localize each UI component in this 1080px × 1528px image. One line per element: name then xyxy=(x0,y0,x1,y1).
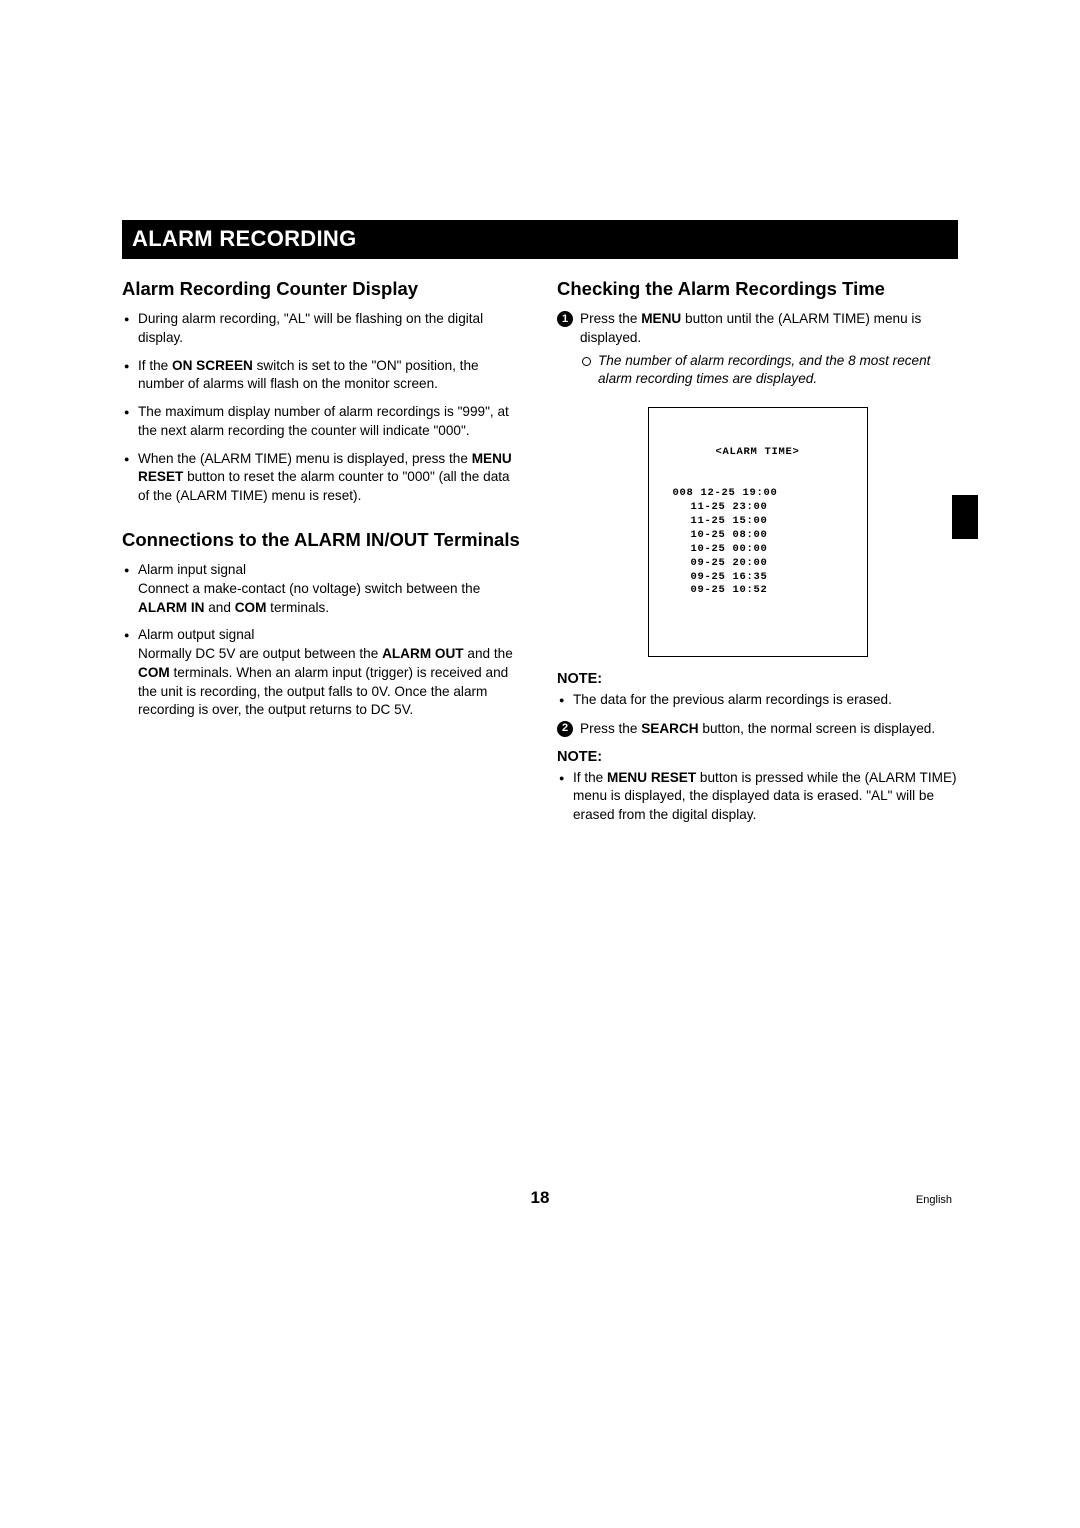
screen-row: 09-25 16:35 xyxy=(657,571,859,585)
left-column: Alarm Recording Counter Display During a… xyxy=(122,277,523,835)
bullet-item: The data for the previous alarm recordin… xyxy=(557,691,958,710)
page-tab-marker xyxy=(952,495,978,539)
screen-row: 11-25 15:00 xyxy=(657,515,859,529)
step-number-icon: 1 xyxy=(557,311,573,327)
screen-row: 09-25 10:52 xyxy=(657,584,859,598)
screen-row: 09-25 20:00 xyxy=(657,557,859,571)
title-bar: ALARM RECORDING xyxy=(122,220,958,259)
bullet-item: The maximum display number of alarm reco… xyxy=(122,403,523,441)
bullet-list-connections: Alarm input signalConnect a make-contact… xyxy=(122,561,523,720)
screen-row: 008 12-25 19:00 xyxy=(657,487,859,501)
bullet-item: If the MENU RESET button is pressed whil… xyxy=(557,769,958,825)
screen-title: <ALARM TIME> xyxy=(657,446,859,460)
section-heading-checking-time: Checking the Alarm Recordings Time xyxy=(557,277,958,300)
screen-row: 11-25 23:00 xyxy=(657,501,859,515)
bullet-item: Alarm output signalNormally DC 5V are ou… xyxy=(122,626,523,720)
language-label: English xyxy=(916,1194,952,1206)
step-1-sublist: The number of alarm recordings, and the … xyxy=(580,352,958,390)
page: ALARM RECORDING Alarm Recording Counter … xyxy=(0,0,1080,1528)
note-2-bullets: If the MENU RESET button is pressed whil… xyxy=(557,769,958,825)
note-heading-1: NOTE: xyxy=(557,671,958,687)
step-2-content: Press the SEARCH button, the normal scre… xyxy=(580,720,958,739)
bullet-item: During alarm recording, "AL" will be fla… xyxy=(122,310,523,348)
section-heading-connections: Connections to the ALARM IN/OUT Terminal… xyxy=(122,528,523,551)
step-1-text: Press the MENU button until the (ALARM T… xyxy=(580,311,921,345)
alarm-time-screen: <ALARM TIME> 008 12-25 19:0011-25 23:001… xyxy=(648,407,868,657)
section-heading-counter-display: Alarm Recording Counter Display xyxy=(122,277,523,300)
screen-row: 10-25 00:00 xyxy=(657,543,859,557)
bullet-item: Alarm input signalConnect a make-contact… xyxy=(122,561,523,617)
step-number-icon: 2 xyxy=(557,721,573,737)
screen-rows: 008 12-25 19:0011-25 23:0011-25 15:0010-… xyxy=(657,487,859,598)
bullet-list-counter-display: During alarm recording, "AL" will be fla… xyxy=(122,310,523,506)
step-2-text: Press the SEARCH button, the normal scre… xyxy=(580,721,935,736)
bullet-item: When the (ALARM TIME) menu is displayed,… xyxy=(122,450,523,506)
step-1-content: Press the MENU button until the (ALARM T… xyxy=(580,310,958,395)
step-1: 1 Press the MENU button until the (ALARM… xyxy=(557,310,958,395)
step-1-sub-item: The number of alarm recordings, and the … xyxy=(580,352,958,390)
numbered-steps: 1 Press the MENU button until the (ALARM… xyxy=(557,310,958,395)
screen-row: 10-25 08:00 xyxy=(657,529,859,543)
bullet-item: If the ON SCREEN switch is set to the "O… xyxy=(122,357,523,395)
note-heading-2: NOTE: xyxy=(557,749,958,765)
page-number: 18 xyxy=(531,1188,550,1207)
note-1-bullets: The data for the previous alarm recordin… xyxy=(557,691,958,710)
right-column: Checking the Alarm Recordings Time 1 Pre… xyxy=(557,277,958,835)
numbered-steps-2: 2 Press the SEARCH button, the normal sc… xyxy=(557,720,958,739)
step-2: 2 Press the SEARCH button, the normal sc… xyxy=(557,720,958,739)
columns: Alarm Recording Counter Display During a… xyxy=(122,277,958,835)
